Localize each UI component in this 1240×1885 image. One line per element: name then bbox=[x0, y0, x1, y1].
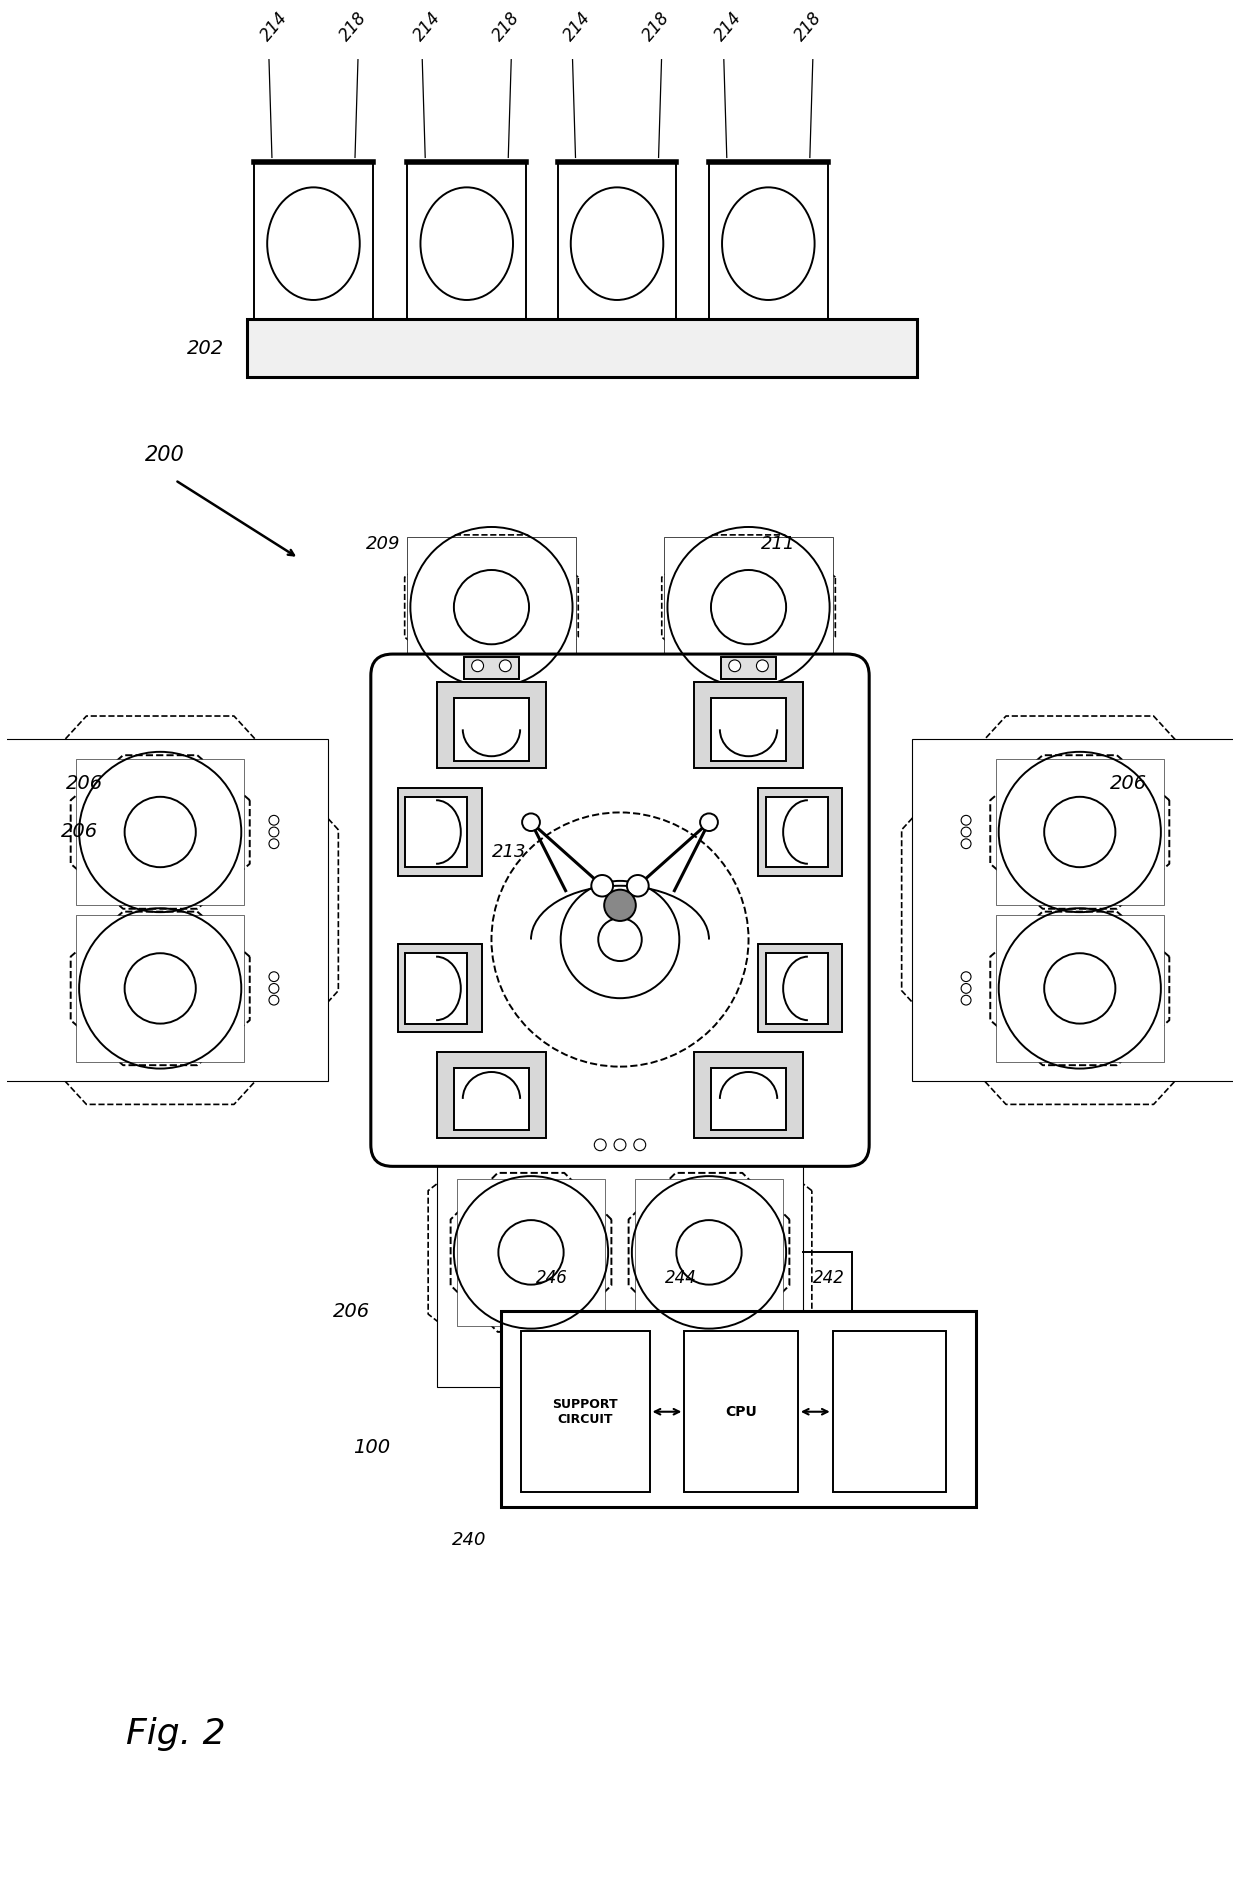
Bar bbox=[694, 682, 804, 769]
Bar bbox=[454, 697, 529, 762]
Text: 100: 100 bbox=[353, 1438, 391, 1457]
Text: 214: 214 bbox=[712, 9, 746, 45]
Circle shape bbox=[961, 995, 971, 1005]
Bar bbox=[405, 797, 466, 867]
Circle shape bbox=[591, 875, 613, 897]
Text: 244: 244 bbox=[665, 1269, 697, 1287]
Bar bbox=[398, 944, 481, 1033]
Bar bbox=[911, 739, 1240, 1082]
Text: 246: 246 bbox=[536, 1269, 568, 1287]
Bar bbox=[766, 954, 827, 1024]
Circle shape bbox=[634, 1139, 646, 1150]
Bar bbox=[711, 1067, 786, 1131]
Text: 242: 242 bbox=[812, 1269, 844, 1287]
Circle shape bbox=[522, 814, 539, 831]
Circle shape bbox=[961, 973, 971, 982]
Bar bbox=[405, 954, 466, 1024]
Bar bbox=[76, 758, 244, 905]
Text: 213: 213 bbox=[491, 843, 526, 861]
Circle shape bbox=[269, 973, 279, 982]
Bar bbox=[759, 944, 842, 1033]
Bar bbox=[408, 537, 575, 677]
Bar bbox=[832, 1331, 946, 1491]
Circle shape bbox=[269, 816, 279, 826]
Bar bbox=[408, 162, 526, 319]
Text: 211: 211 bbox=[761, 535, 795, 554]
Circle shape bbox=[269, 984, 279, 993]
Bar bbox=[436, 1118, 804, 1387]
Text: 218: 218 bbox=[336, 9, 371, 45]
Text: SUPPORT
CIRCUIT: SUPPORT CIRCUIT bbox=[553, 1399, 619, 1425]
Text: 240: 240 bbox=[453, 1531, 486, 1549]
Bar bbox=[0, 739, 329, 1082]
Text: 218: 218 bbox=[489, 9, 523, 45]
Text: 218: 218 bbox=[640, 9, 673, 45]
Bar bbox=[996, 758, 1164, 905]
Bar bbox=[254, 162, 373, 319]
Bar bbox=[501, 1312, 976, 1506]
Bar bbox=[464, 658, 520, 679]
Circle shape bbox=[614, 1139, 626, 1150]
Text: 202: 202 bbox=[187, 339, 224, 358]
Circle shape bbox=[961, 816, 971, 826]
Text: 214: 214 bbox=[560, 9, 595, 45]
Circle shape bbox=[500, 660, 511, 671]
Bar bbox=[684, 1331, 799, 1491]
Bar bbox=[709, 162, 827, 319]
Text: 206: 206 bbox=[1110, 773, 1147, 792]
Circle shape bbox=[627, 875, 649, 897]
Bar bbox=[454, 1067, 529, 1131]
Circle shape bbox=[961, 839, 971, 848]
Bar bbox=[766, 797, 827, 867]
Bar bbox=[665, 537, 832, 677]
FancyBboxPatch shape bbox=[371, 654, 869, 1167]
Text: 209: 209 bbox=[366, 535, 401, 554]
Text: 214: 214 bbox=[257, 9, 291, 45]
Text: Fig. 2: Fig. 2 bbox=[125, 1717, 226, 1751]
Bar bbox=[996, 914, 1164, 1061]
Circle shape bbox=[594, 1139, 606, 1150]
Bar bbox=[711, 697, 786, 762]
Text: CPU: CPU bbox=[724, 1404, 756, 1419]
Circle shape bbox=[269, 828, 279, 837]
Bar bbox=[436, 682, 546, 769]
Bar bbox=[720, 658, 776, 679]
Circle shape bbox=[701, 814, 718, 831]
Bar bbox=[694, 1052, 804, 1139]
Bar bbox=[521, 1331, 650, 1491]
Text: 214: 214 bbox=[410, 9, 444, 45]
Circle shape bbox=[269, 995, 279, 1005]
Bar bbox=[456, 1178, 605, 1325]
Bar bbox=[436, 1052, 546, 1139]
Bar bbox=[247, 319, 916, 377]
Circle shape bbox=[756, 660, 769, 671]
Circle shape bbox=[961, 828, 971, 837]
Text: 206: 206 bbox=[334, 1301, 371, 1321]
Circle shape bbox=[729, 660, 740, 671]
Circle shape bbox=[471, 660, 484, 671]
Text: 218: 218 bbox=[791, 9, 825, 45]
Bar bbox=[76, 914, 244, 1061]
Circle shape bbox=[269, 839, 279, 848]
Bar bbox=[635, 1178, 784, 1325]
Text: 200: 200 bbox=[145, 445, 185, 466]
Text: 206: 206 bbox=[61, 822, 98, 841]
Bar bbox=[558, 162, 676, 319]
Bar bbox=[398, 788, 481, 877]
Circle shape bbox=[598, 918, 642, 961]
Circle shape bbox=[961, 984, 971, 993]
Circle shape bbox=[604, 890, 636, 922]
Text: 206: 206 bbox=[66, 773, 103, 792]
Bar bbox=[759, 788, 842, 877]
